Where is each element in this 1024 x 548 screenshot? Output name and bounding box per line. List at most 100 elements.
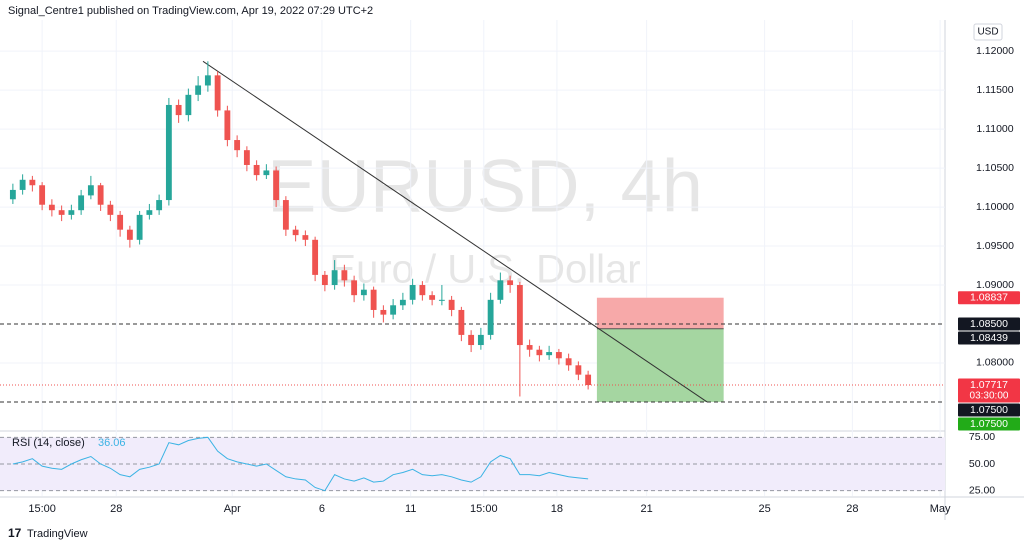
watermark-title: EURUSD, 4h xyxy=(267,145,703,228)
rsi-tick-label: 75.00 xyxy=(969,431,995,443)
y-tick-label: 1.08000 xyxy=(976,357,1014,369)
watermark-subtitle: Euro / U.S. Dollar xyxy=(329,248,640,292)
price-tag-label: 1.08837 xyxy=(970,292,1008,304)
candle-body xyxy=(48,204,55,211)
price-tag xyxy=(958,331,1020,345)
y-tick-label: 1.09000 xyxy=(976,279,1014,291)
candle-body xyxy=(185,94,192,116)
candle-body xyxy=(58,210,65,215)
candle-body xyxy=(214,75,221,111)
candle-body xyxy=(341,270,348,281)
x-tick-label: 28 xyxy=(110,503,122,515)
candle-body xyxy=(292,229,299,236)
candle-body xyxy=(468,334,475,346)
price-tag xyxy=(958,403,1020,417)
candle-body xyxy=(78,195,85,211)
brand: TradingView xyxy=(27,528,88,540)
candle-body xyxy=(477,334,484,346)
price-tag-label: 1.07717 xyxy=(970,379,1008,391)
candle-body xyxy=(312,239,319,275)
price-tag-label: 1.08500 xyxy=(970,318,1008,330)
candle-body xyxy=(175,104,182,116)
candle-body xyxy=(487,299,494,335)
candle-body xyxy=(399,299,406,306)
candle-body xyxy=(390,305,397,315)
price-tag xyxy=(958,291,1020,305)
candle-body xyxy=(575,365,582,375)
candle-body xyxy=(370,289,377,310)
candle-body xyxy=(516,285,523,346)
x-tick-label: Apr xyxy=(224,503,241,515)
candle-body xyxy=(234,140,241,151)
candle-body xyxy=(19,179,26,190)
candle-body xyxy=(438,299,445,301)
candle-body xyxy=(146,210,153,215)
candle-body xyxy=(526,345,533,350)
candle-body xyxy=(546,352,553,356)
x-tick-label: 15:00 xyxy=(470,503,498,515)
candle-body xyxy=(126,229,133,240)
x-tick-label: 21 xyxy=(641,503,653,515)
y-tick-label: 1.10500 xyxy=(976,162,1014,174)
trend-line xyxy=(202,60,708,403)
rsi-tick-label: 50.00 xyxy=(969,458,995,470)
candle-body xyxy=(68,210,75,215)
candle-body xyxy=(204,75,211,86)
x-tick-label: 11 xyxy=(405,503,416,515)
candle-body xyxy=(195,85,202,95)
candle-body xyxy=(536,349,543,356)
candle-body xyxy=(263,170,270,176)
currency-box[interactable] xyxy=(973,23,1003,41)
candle-body xyxy=(165,104,172,201)
candle-body xyxy=(156,200,163,211)
candle-body xyxy=(87,185,94,196)
y-tick-label: 1.12000 xyxy=(976,45,1014,57)
candle-body xyxy=(302,235,309,240)
rsi-tick-label: 25.00 xyxy=(969,484,995,496)
y-tick-label: 1.11000 xyxy=(976,123,1013,135)
candle-body xyxy=(253,164,260,176)
x-tick-label: 6 xyxy=(319,503,325,515)
logo: 17 TradingView xyxy=(8,526,88,540)
header: Signal_Centre1 published on TradingView.… xyxy=(8,5,373,17)
x-tick-label: 15:00 xyxy=(28,503,56,515)
rsi-name: RSI (14, close) xyxy=(12,437,85,449)
candle-body xyxy=(321,274,328,286)
candle-body xyxy=(224,110,231,141)
target-zone xyxy=(596,328,724,402)
logo-mark: 17 xyxy=(8,526,22,540)
y-tick-label: 1.10000 xyxy=(976,201,1014,213)
candle-body xyxy=(507,280,514,286)
candle-body xyxy=(331,270,338,286)
y-tick-label: 1.09500 xyxy=(976,240,1014,252)
y-tick-label: 1.11500 xyxy=(976,84,1013,96)
currency: USD xyxy=(977,27,998,38)
x-tick-label: 25 xyxy=(758,503,770,515)
price-tag-label: 1.08439 xyxy=(970,332,1008,344)
candle-body xyxy=(565,358,572,366)
candle-body xyxy=(409,285,416,300)
candle-body xyxy=(429,295,436,300)
candle-body xyxy=(136,214,143,240)
candle-body xyxy=(360,289,367,296)
candle-body xyxy=(555,352,562,359)
price-tag xyxy=(958,317,1020,331)
candle-body xyxy=(448,299,455,310)
candle-body xyxy=(282,200,289,230)
candle-body xyxy=(351,280,358,296)
candle-body xyxy=(39,185,46,205)
candle-body xyxy=(585,374,592,386)
x-tick-label: May xyxy=(930,503,951,515)
candle-body xyxy=(107,204,114,215)
rsi-line xyxy=(12,436,589,492)
price-tag-label: 1.07500 xyxy=(970,418,1008,430)
price-tag xyxy=(958,378,1020,403)
candle-body xyxy=(243,150,250,165)
candle-body xyxy=(380,309,387,315)
price-tag xyxy=(958,417,1020,431)
candle-body xyxy=(29,179,36,186)
candle-body xyxy=(117,214,124,230)
candle-body xyxy=(9,189,16,200)
x-tick-label: 18 xyxy=(551,503,563,515)
